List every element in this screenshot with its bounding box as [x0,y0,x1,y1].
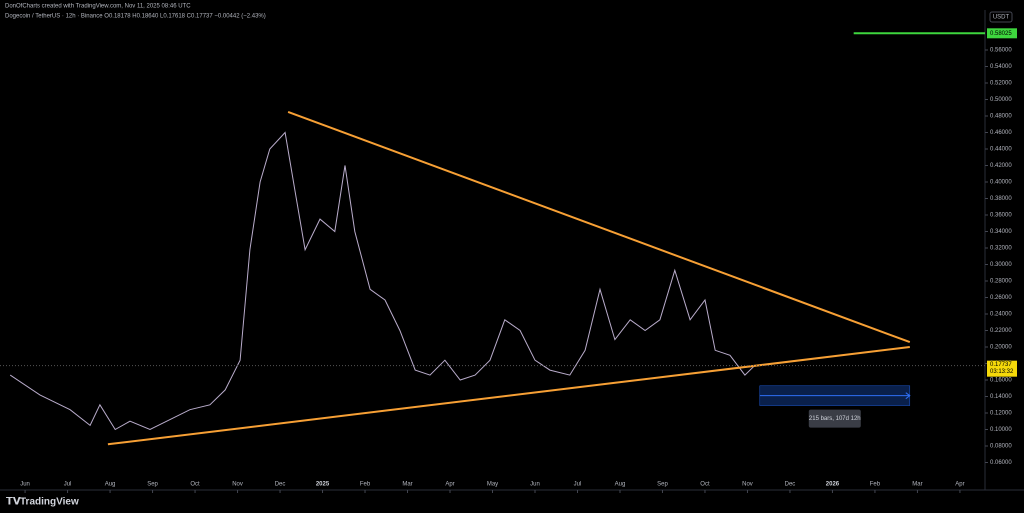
x-tick-label: Dec [275,482,286,488]
x-tick-label: Aug [105,482,116,488]
price-line [9,131,756,431]
x-tick-label: Feb [360,482,371,488]
last-price-bg [987,360,1017,377]
y-tick-label: 0.06000 [990,460,1012,466]
y-tick-label: 0.34000 [990,229,1012,235]
y-tick-label: 0.54000 [990,64,1012,70]
x-tick-label: Jun [20,482,30,488]
trendline [287,110,911,344]
y-tick-label: 0.46000 [990,130,1012,136]
y-tick-label: 0.08000 [990,444,1012,450]
y-tick-label: 0.38000 [990,196,1012,202]
x-tick-label: Apr [955,482,964,488]
arrow-head [905,392,911,400]
y-tick-label: 0.30000 [990,262,1012,268]
x-tick-label: Nov [232,482,243,488]
y-tick-label: 0.50000 [990,97,1012,103]
x-tick-label: Nov [742,482,753,488]
x-tick-label: Jul [574,482,582,488]
y-tick-label: 0.12000 [990,411,1012,417]
trendline [107,346,910,446]
y-tick-label: 0.48000 [990,114,1012,120]
y-tick-label: 0.28000 [990,279,1012,285]
y-tick-label: 0.42000 [990,163,1012,169]
countdown: 03:13:32 [990,369,1014,375]
y-tick-label: 0.40000 [990,180,1012,186]
brand: TradingView [20,497,79,508]
x-tick-label: Apr [445,482,454,488]
y-tick-label: 0.16000 [990,378,1012,384]
y-tick-label: 0.14000 [990,394,1012,400]
x-tick-label: Mar [402,482,412,488]
x-tick-label: Feb [870,482,881,488]
x-tick-label: Aug [615,482,626,488]
x-tick-label: Oct [190,482,200,488]
x-tick-label: Jun [530,482,540,488]
chart-title: DonOfCharts created with TradingView.com… [5,4,191,10]
level-label-bg [987,28,1017,39]
y-tick-label: 0.32000 [990,246,1012,252]
logo-mark: 𝗧𝗩 [6,497,21,508]
x-tick-label: Dec [785,482,796,488]
y-tick-label: 0.36000 [990,213,1012,219]
x-tick-label: Sep [657,482,668,488]
y-tick-label: 0.56000 [990,48,1012,54]
x-tick-label: 2026 [826,482,840,488]
y-tick-label: 0.10000 [990,427,1012,433]
y-tick-label: 0.22000 [990,328,1012,334]
currency: USDT [993,15,1010,21]
y-tick-label: 0.24000 [990,312,1012,318]
y-tick-label: 0.52000 [990,81,1012,87]
x-tick-label: Jul [64,482,72,488]
date-range-label-bg [808,409,861,428]
x-tick-label: Oct [700,482,710,488]
symbol-info: Dogecoin / TetherUS · 12h · Binance O0.1… [5,14,266,20]
level-label: 0.58025 [990,31,1012,37]
y-tick-label: 0.44000 [990,147,1012,153]
x-tick-label: Sep [147,482,158,488]
y-tick-label: 0.26000 [990,295,1012,301]
currency-box [989,11,1013,23]
date-range-label: 215 bars, 107d 12h [809,416,861,422]
last-price-label: 0.17737 [990,362,1012,368]
x-tick-label: May [487,482,498,488]
logo: 𝗧𝗩 TradingView [6,497,79,508]
x-tick-label: Mar [912,482,922,488]
x-tick-label: 2025 [316,482,330,488]
y-tick-label: 0.20000 [990,345,1012,351]
